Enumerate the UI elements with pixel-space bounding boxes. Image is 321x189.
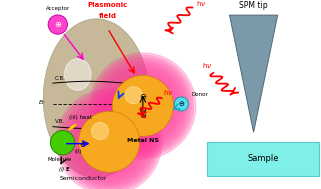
Text: Metal NS: Metal NS [127, 138, 159, 143]
Text: (iii) heat: (iii) heat [69, 115, 92, 120]
Text: C.B.: C.B. [55, 76, 65, 81]
Text: $\oplus$: $\oplus$ [54, 20, 62, 29]
Text: $\oplus$: $\oplus$ [139, 111, 147, 120]
Text: h$\nu$: h$\nu$ [195, 0, 206, 8]
Ellipse shape [75, 107, 143, 176]
Text: (ii): (ii) [74, 149, 82, 154]
Text: Molecule: Molecule [47, 156, 72, 162]
FancyBboxPatch shape [207, 142, 319, 176]
Text: (i) $\mathbf{E}$: (i) $\mathbf{E}$ [58, 165, 71, 174]
Polygon shape [230, 15, 278, 132]
Text: Semiconductor: Semiconductor [60, 176, 107, 180]
Ellipse shape [68, 100, 151, 183]
Ellipse shape [104, 67, 182, 145]
Ellipse shape [70, 103, 148, 181]
Text: Plasmonic: Plasmonic [87, 2, 128, 8]
Ellipse shape [43, 19, 149, 178]
Ellipse shape [97, 60, 189, 152]
Ellipse shape [108, 71, 177, 140]
Text: h$\nu$: h$\nu$ [163, 88, 174, 98]
Ellipse shape [91, 122, 108, 140]
Ellipse shape [61, 93, 158, 189]
Text: $\ominus$: $\ominus$ [139, 92, 147, 101]
Ellipse shape [101, 64, 184, 147]
Text: h$\nu$: h$\nu$ [202, 61, 212, 70]
Ellipse shape [125, 87, 142, 104]
Ellipse shape [48, 15, 67, 34]
Ellipse shape [50, 130, 75, 155]
Text: $\ominus$: $\ominus$ [79, 140, 86, 149]
Ellipse shape [94, 57, 191, 154]
Ellipse shape [65, 98, 153, 185]
Ellipse shape [174, 97, 188, 111]
Ellipse shape [90, 53, 196, 159]
Ellipse shape [99, 62, 187, 149]
Text: $E_F$: $E_F$ [39, 98, 47, 108]
Text: field: field [99, 13, 117, 19]
Text: V.B.: V.B. [55, 119, 65, 124]
Text: $\ominus$: $\ominus$ [178, 99, 185, 108]
Ellipse shape [63, 96, 155, 188]
Ellipse shape [58, 91, 160, 189]
Ellipse shape [112, 75, 173, 136]
Text: SPM tip: SPM tip [239, 1, 268, 10]
Ellipse shape [106, 69, 179, 143]
Ellipse shape [65, 59, 91, 90]
Ellipse shape [92, 55, 194, 156]
Ellipse shape [73, 105, 146, 178]
Text: Donor: Donor [192, 92, 208, 97]
Text: Sample: Sample [247, 154, 279, 163]
Text: Acceptor: Acceptor [46, 6, 70, 11]
Ellipse shape [56, 89, 162, 189]
Ellipse shape [79, 111, 140, 172]
